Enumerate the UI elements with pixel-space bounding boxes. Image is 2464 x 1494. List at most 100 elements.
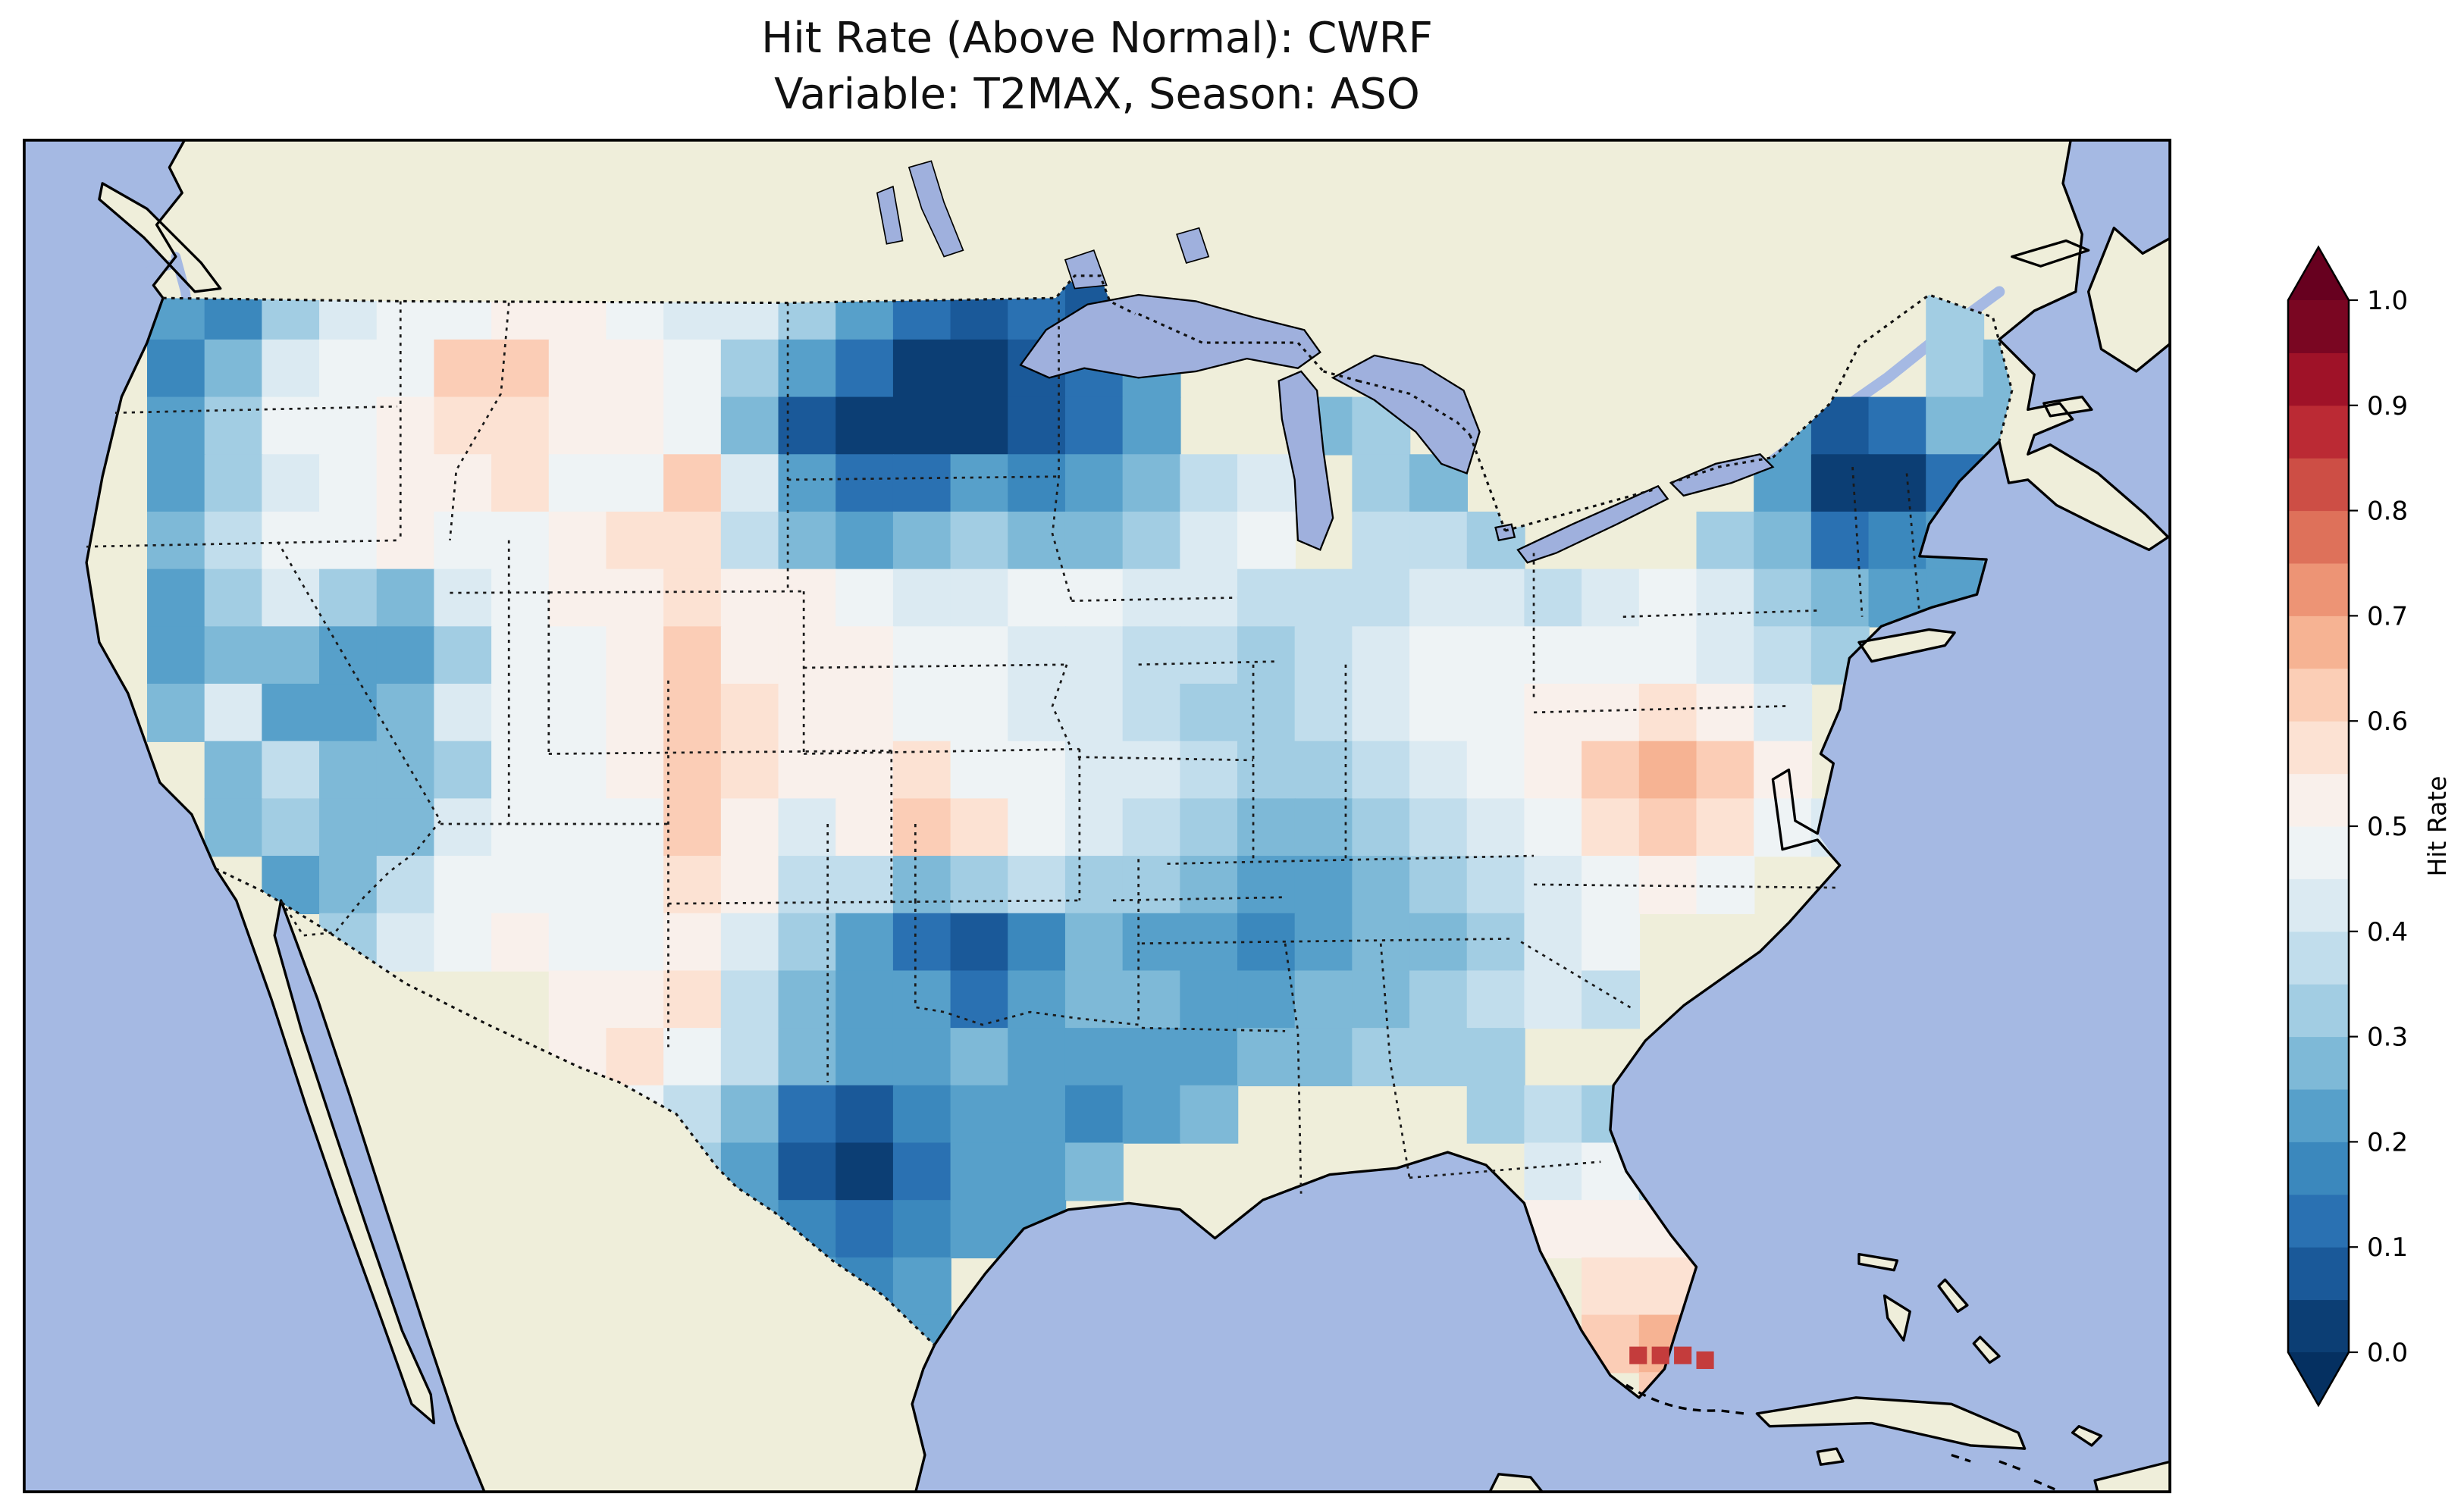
heatmap-cell [1582,684,1641,742]
heatmap-cell [548,741,607,800]
heatmap-cell [491,856,550,915]
heatmap-cell [720,741,779,800]
heatmap-cell [950,511,1009,570]
heatmap-cell [606,568,665,628]
heatmap-cell [892,1200,951,1259]
heatmap-cell [1294,798,1353,857]
heatmap-cell [262,626,321,685]
heatmap-cell [1810,511,1870,570]
colorbar-tick-label: 0.5 [2367,812,2408,842]
colorbar-tick-label: 0.7 [2367,601,2408,631]
keys-cell [1629,1346,1647,1364]
colorbar-tick-label: 1.0 [2367,286,2408,316]
heatmap-cell [892,913,951,972]
heatmap-cell [548,970,607,1029]
heatmap-cell [1180,511,1239,570]
heatmap-cell [1237,684,1296,742]
heatmap-cell [950,454,1009,513]
heatmap-cell [1064,568,1124,628]
heatmap-cell [950,1200,1009,1259]
heatmap-cell [1294,626,1353,685]
heatmap-cell [262,396,321,456]
heatmap-cell [950,396,1009,456]
figure-title-line2: Variable: T2MAX, Season: ASO [774,69,1420,119]
colorbar-axis-label: Hit Rate [2422,775,2452,877]
heatmap-cell [491,568,550,628]
heatmap-cell [548,568,607,628]
heatmap-cell [1180,684,1239,742]
heatmap-cell [835,396,895,456]
heatmap-cell [1122,626,1181,685]
heatmap-cell [720,1028,779,1087]
heatmap-cell [146,568,205,628]
heatmap-cell [1064,856,1124,915]
heatmap-cell [892,741,951,800]
heatmap-cell [491,454,550,513]
heatmap-cell [1237,626,1296,685]
heatmap-cell [892,454,951,513]
heatmap-cell [319,568,378,628]
colorbar-band [2288,1194,2349,1248]
heatmap-cell [835,1028,895,1087]
heatmap-cell [1638,684,1698,742]
heatmap-cell [1008,913,1067,972]
heatmap-cell [1122,798,1181,857]
colorbar-tick-label: 0.2 [2367,1127,2408,1157]
heatmap-cell [1352,626,1411,685]
heatmap-cell [835,339,895,398]
heatmap-cell [950,568,1009,628]
colorbar-tick-label: 0.3 [2367,1023,2408,1053]
heatmap-cell [319,626,378,685]
heatmap-cell [1409,684,1469,742]
heatmap-cell [1696,741,1755,800]
colorbar-over-arrow [2288,247,2349,300]
colorbar-bands [2288,247,2349,1405]
heatmap-cell [663,856,723,915]
heatmap-cell [1352,1028,1411,1087]
heatmap-cell [319,684,378,742]
heatmap-cell [1582,568,1641,628]
heatmap-cell [548,511,607,570]
heatmap-cell [146,626,205,685]
heatmap-cell [892,970,951,1029]
heatmap-cell [491,684,550,742]
heatmap-cell [376,798,435,857]
heatmap-cell [1352,913,1411,972]
heatmap-cell [1122,511,1181,570]
colorbar-band [2288,931,2349,985]
heatmap-cell [204,798,263,857]
heatmap-cell [1122,1028,1181,1087]
heatmap-cell [1008,970,1067,1029]
heatmap-cell [1696,511,1755,570]
colorbar-tick-label: 0.9 [2367,391,2408,421]
heatmap-cell [376,684,435,742]
heatmap-cell [778,684,837,742]
heatmap-cell [1409,741,1469,800]
colorbar-band [2288,1036,2349,1090]
heatmap-cell [1926,339,1985,398]
colorbar-band [2288,563,2349,616]
cays-dashes [1951,1453,2058,1492]
heatmap-cell [1352,798,1411,857]
keys-cell [1696,1351,1714,1370]
heatmap-cell [434,741,493,800]
heatmap-cell [950,1142,1009,1201]
heatmap-cell [835,511,895,570]
colorbar-tick-label: 0.0 [2367,1338,2408,1368]
heatmap-cell [1696,856,1755,915]
colorbar-band [2288,721,2349,775]
heatmap-cell [1582,1257,1641,1316]
heatmap-cell [204,511,263,570]
heatmap-cell [1064,913,1124,972]
heatmap-cell [892,511,951,570]
heatmap-cell [1008,856,1067,915]
heatmap-cell [1064,1142,1124,1201]
heatmap-cell [663,970,723,1029]
heatmap-cell [548,626,607,685]
heatmap-cell [950,798,1009,857]
heatmap-cell [1466,913,1525,972]
heatmap-cell [835,1085,895,1144]
colorbar-tick-label: 0.4 [2367,917,2408,947]
colorbar: 0.0 0.1 0.2 0.3 0.4 0.5 0.6 0.7 0.8 0.9 1.0 [2287,245,2408,1408]
heatmap-cell [1237,511,1296,570]
